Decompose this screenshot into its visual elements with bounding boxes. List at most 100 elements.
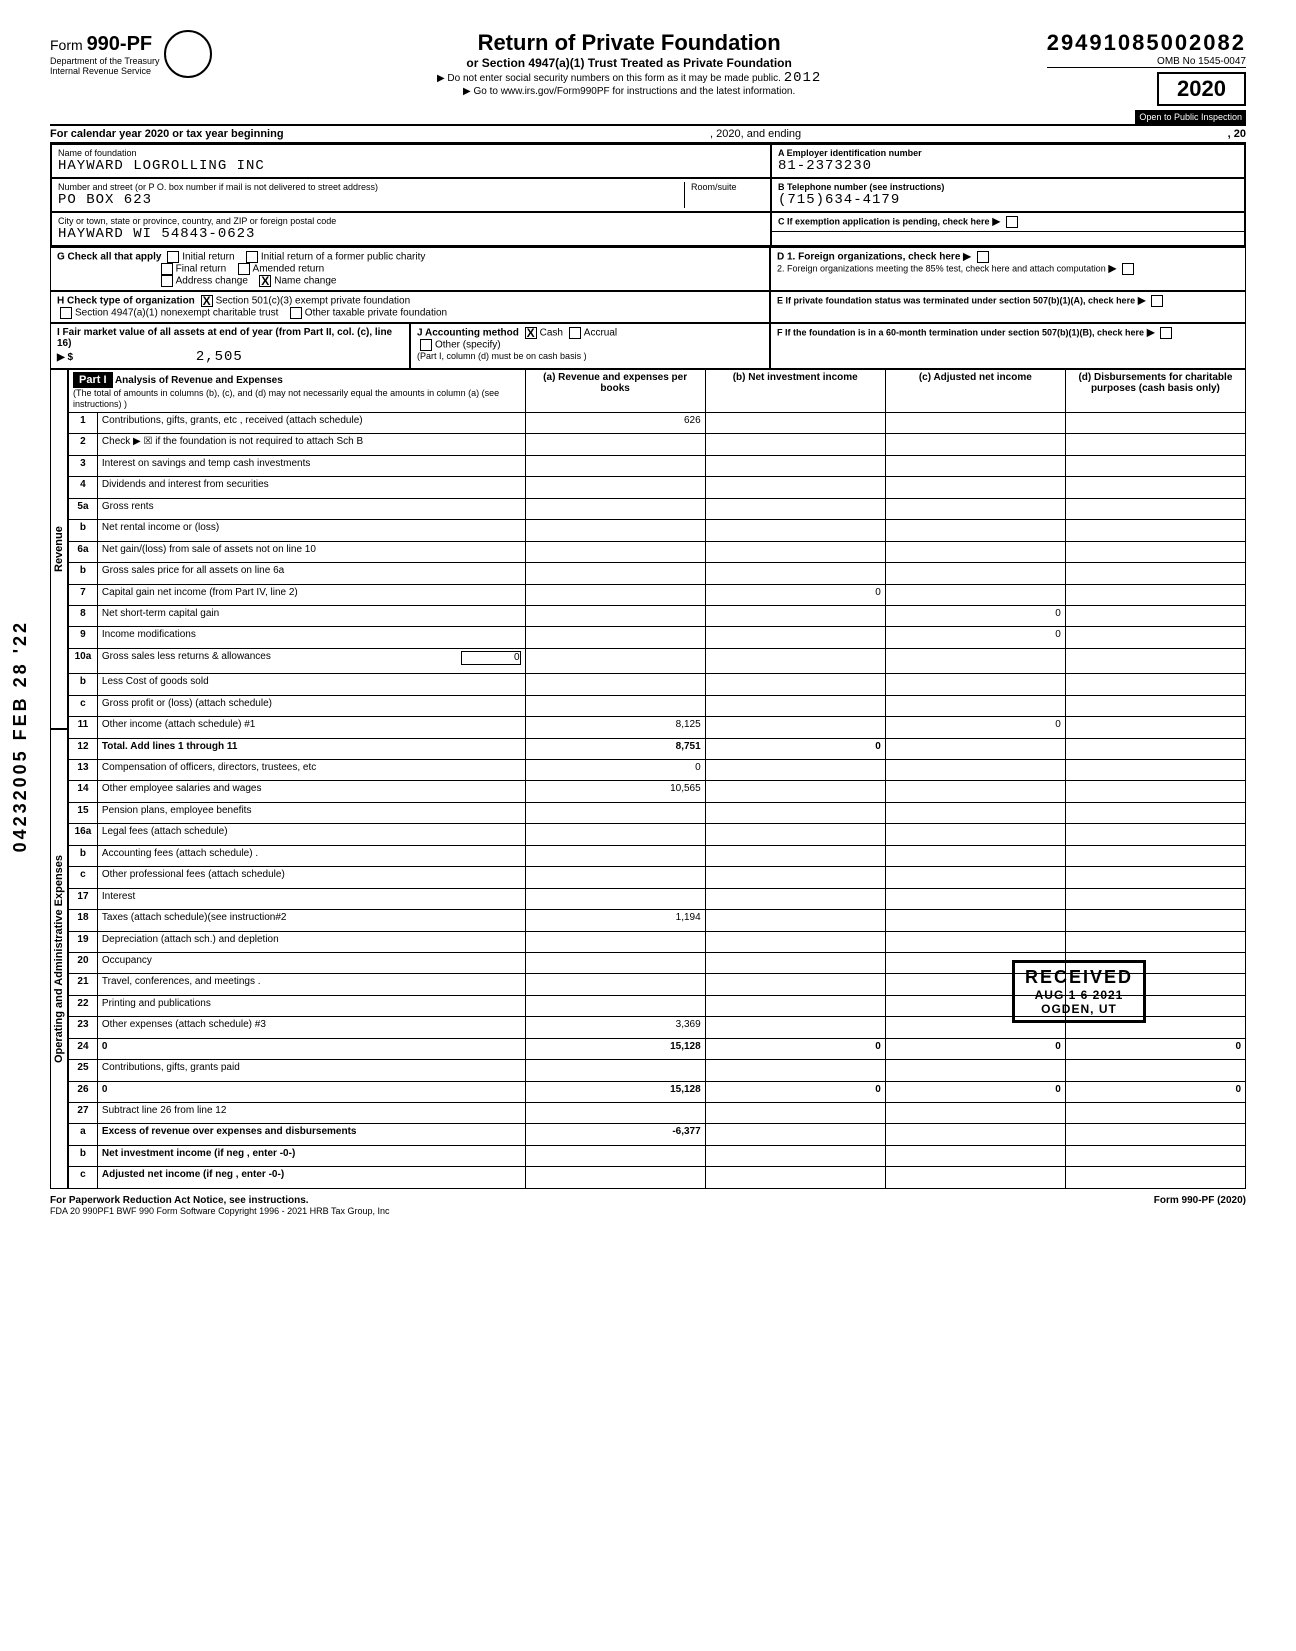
row-number: 1	[69, 413, 98, 434]
table-row: 5aGross rents	[69, 498, 1246, 519]
j-cash[interactable]	[525, 327, 537, 339]
col-d-cell	[1065, 674, 1245, 695]
col-b-cell	[705, 952, 885, 973]
col-b-cell	[705, 845, 885, 866]
col-c-cell	[885, 1124, 1065, 1145]
row-number: c	[69, 1167, 98, 1189]
j-other[interactable]	[420, 339, 432, 351]
col-b-cell: 0	[705, 1081, 885, 1102]
row-desc: Total. Add lines 1 through 11	[97, 738, 525, 759]
col-b-cell	[705, 1060, 885, 1081]
row-number: 8	[69, 605, 98, 626]
row-desc: Contributions, gifts, grants, etc , rece…	[97, 413, 525, 434]
col-d-cell	[1065, 455, 1245, 476]
h-opt1: Section 501(c)(3) exempt private foundat…	[216, 296, 411, 307]
table-row: 26015,128000	[69, 1081, 1246, 1102]
col-b-cell	[705, 648, 885, 673]
col-d-cell	[1065, 888, 1245, 909]
j-note: (Part I, column (d) must be on cash basi…	[417, 351, 587, 361]
side-expenses: Operating and Administrative Expenses	[50, 729, 68, 1189]
f-checkbox[interactable]	[1160, 327, 1172, 339]
col-d-cell	[1065, 1103, 1245, 1124]
row-number: b	[69, 845, 98, 866]
col-a-cell	[525, 888, 705, 909]
col-d-cell	[1065, 695, 1245, 716]
e-checkbox[interactable]	[1151, 295, 1163, 307]
col-d-cell	[1065, 648, 1245, 673]
h-opt2: Section 4947(a)(1) nonexempt charitable …	[75, 308, 278, 319]
form-subtitle: or Section 4947(a)(1) Trust Treated as P…	[222, 56, 1037, 70]
name-label: Name of foundation	[58, 148, 764, 158]
col-b-cell	[705, 627, 885, 648]
row-desc: Check ▶ ☒ if the foundation is not requi…	[97, 434, 525, 455]
c-label: C If exemption application is pending, c…	[778, 217, 990, 227]
col-b-header: (b) Net investment income	[705, 370, 885, 413]
h-other-tax[interactable]	[290, 307, 302, 319]
col-b-cell	[705, 498, 885, 519]
col-a-cell	[525, 824, 705, 845]
col-a-cell	[525, 867, 705, 888]
col-b-cell	[705, 1017, 885, 1038]
row-number: 22	[69, 995, 98, 1016]
h-4947[interactable]	[60, 307, 72, 319]
j-other-label: Other (specify)	[435, 340, 501, 351]
col-b-cell	[705, 413, 885, 434]
hand-year: 2012	[784, 70, 822, 86]
col-d-cell	[1065, 1145, 1245, 1166]
c-checkbox[interactable]	[1006, 216, 1018, 228]
row-number: 15	[69, 802, 98, 823]
col-d-cell	[1065, 541, 1245, 562]
h-501c3[interactable]	[201, 295, 213, 307]
d1-checkbox[interactable]	[977, 251, 989, 263]
col-b-cell	[705, 1167, 885, 1189]
g-amended[interactable]	[238, 263, 250, 275]
g-name-change[interactable]	[259, 275, 271, 287]
col-c-cell	[885, 910, 1065, 931]
col-c-cell	[885, 413, 1065, 434]
g-initial-return[interactable]	[167, 251, 179, 263]
col-d-cell	[1065, 738, 1245, 759]
form-footer: Form 990-PF (2020)	[1154, 1195, 1246, 1216]
margin-date-stamp: 04232005 FEB 28 '22	[10, 620, 31, 852]
table-row: 13Compensation of officers, directors, t…	[69, 760, 1246, 781]
received-date: AUG 1 6 2021	[1025, 988, 1133, 1002]
g-address-change[interactable]	[161, 275, 173, 287]
table-row: bNet investment income (if neg , enter -…	[69, 1145, 1246, 1166]
col-b-cell	[705, 695, 885, 716]
g-initial-former[interactable]	[246, 251, 258, 263]
g-final-return[interactable]	[161, 263, 173, 275]
col-b-cell	[705, 824, 885, 845]
open-inspection-label: Open to Public Inspection	[1135, 110, 1246, 124]
cal-year-right: , 20	[1228, 128, 1246, 140]
col-a-cell	[525, 455, 705, 476]
row-desc: Contributions, gifts, grants paid	[97, 1060, 525, 1081]
col-d-cell	[1065, 520, 1245, 541]
col-a-cell	[525, 541, 705, 562]
g-opt-3: Amended return	[253, 264, 325, 275]
col-d-cell	[1065, 1124, 1245, 1145]
j-accrual[interactable]	[569, 327, 581, 339]
j-cash-label: Cash	[540, 328, 563, 339]
col-c-cell	[885, 434, 1065, 455]
col-d-cell	[1065, 434, 1245, 455]
col-c-cell	[885, 674, 1065, 695]
col-a-cell	[525, 1103, 705, 1124]
e-label: E If private foundation status was termi…	[777, 296, 1135, 306]
row-number: 5a	[69, 498, 98, 519]
table-row: 17Interest	[69, 888, 1246, 909]
col-d-cell	[1065, 717, 1245, 738]
col-b-cell	[705, 477, 885, 498]
row-desc: Accounting fees (attach schedule) .	[97, 845, 525, 866]
col-c-cell	[885, 520, 1065, 541]
col-d-cell	[1065, 867, 1245, 888]
row-desc: Other professional fees (attach schedule…	[97, 867, 525, 888]
row-number: 16a	[69, 824, 98, 845]
table-row: 11Other income (attach schedule) #18,125…	[69, 717, 1246, 738]
fda-line: FDA 20 990PF1 BWF 990 Form Software Copy…	[50, 1206, 390, 1216]
g-opt-5: Name change	[274, 276, 336, 287]
col-b-cell	[705, 1145, 885, 1166]
col-d-cell	[1065, 760, 1245, 781]
row-desc: Occupancy	[97, 952, 525, 973]
col-d-cell	[1065, 563, 1245, 584]
d2-checkbox[interactable]	[1122, 263, 1134, 275]
